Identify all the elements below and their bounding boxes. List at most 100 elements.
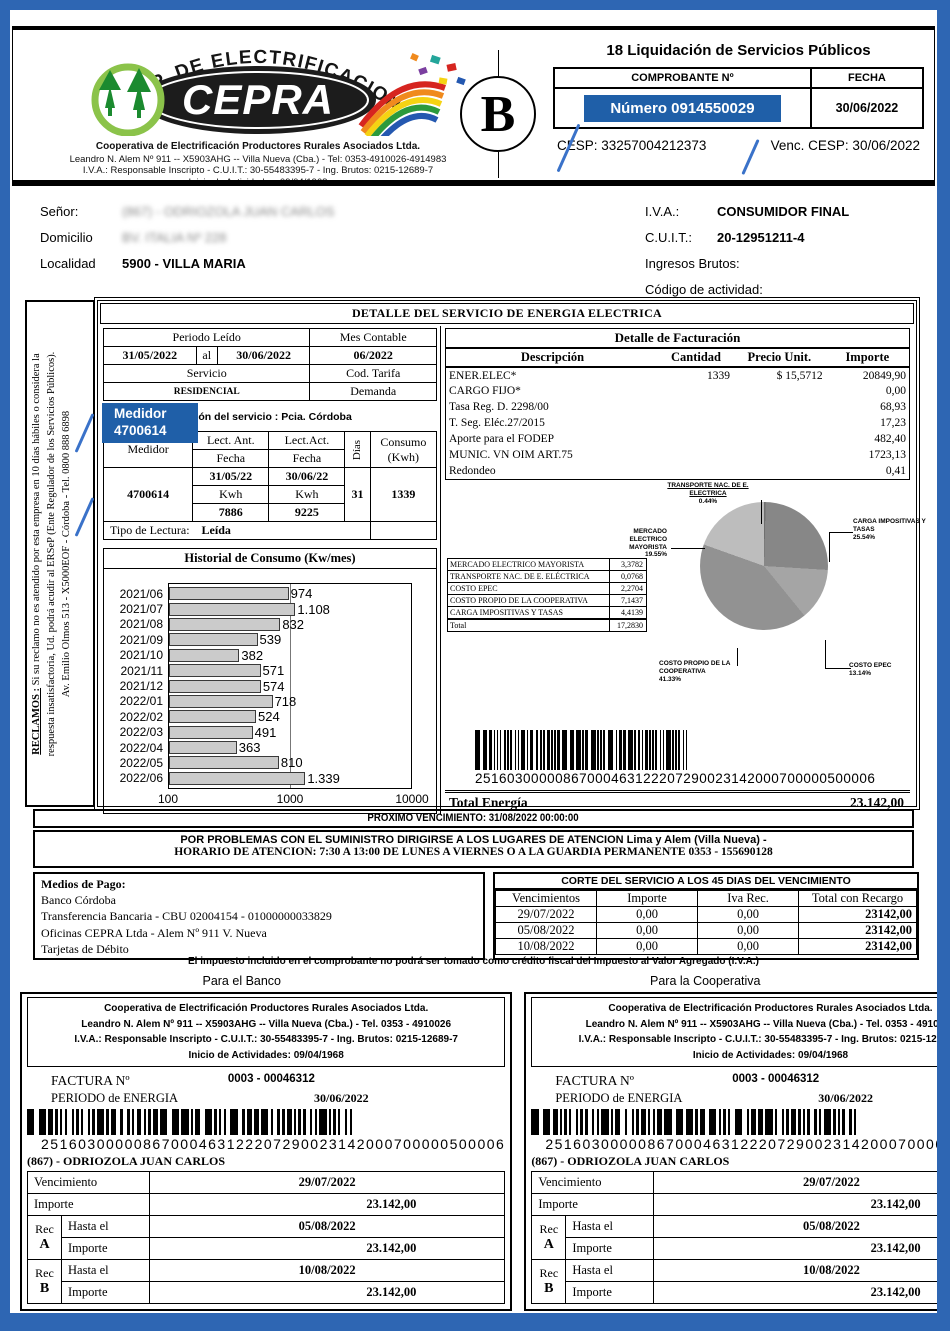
billing-row: Redondeo 0,41 (449, 465, 906, 477)
localidad-value: 5900 - VILLA MARIA (122, 256, 246, 271)
medidor-annotation-badge[interactable]: Medidor 4700614 (102, 403, 198, 443)
fecha-act-label: Fecha (268, 449, 346, 468)
lect-ant-label: Lect. Ant. (192, 431, 270, 450)
medidor-value: 4700614 (102, 467, 194, 522)
pie-callout: COSTO PROPIO DE LA COOPERATIVA 41.33% (659, 660, 731, 683)
reclamos-strip: RECLAMOS : Si su reclamo no es atendido … (25, 300, 95, 807)
periodo-energia-value: 30/06/2022 (818, 1091, 873, 1105)
invoice-letter-b: B (460, 50, 536, 178)
chart-frame: 2021/06 974 2021/07 1.108 2021/08 832 2021/09 5… (103, 568, 437, 815)
medios-item: Tarjetas de Débito (41, 941, 129, 956)
corte-row: 05/08/2022 0,00 0,00 23142,00 (494, 922, 917, 939)
kwh-ant-label: Kwh (192, 485, 270, 504)
para-el-banco-label: Para el Banco (202, 974, 282, 988)
corte-box: CORTE DEL SERVICIO A LOS 45 DIAS DEL VEN… (493, 872, 919, 960)
senor-value-redacted: (867) - ODRIOZOLA JUAN CARLOS (122, 204, 335, 219)
service-detail-title: DETALLE DEL SERVICIO DE ENERGIA ELECTRIC… (100, 303, 914, 324)
main-barcode: 2516030000086700046312220729002314200070… (475, 730, 875, 786)
domicilio-value-redacted: BV. ITALIA Nº 228 (122, 230, 227, 245)
barcode-bars (27, 1109, 505, 1135)
demanda-label: Demanda (309, 382, 437, 401)
atencion-line1: POR PROBLEMAS CON EL SUMINISTRO DIRIGIRS… (180, 834, 767, 846)
main-section: RECLAMOS : Si su reclamo no es atendido … (25, 300, 926, 815)
chart-bar-row: 2021/07 1.108 (119, 601, 330, 617)
periodo-from: 31/05/2022 (103, 346, 197, 365)
stub-barcode: 2516030000086700046312220729002314200070… (531, 1109, 945, 1152)
stub-header: Cooperativa de Electrificación Productor… (27, 997, 506, 1067)
stub-payment-table: Vencimiento 29/07/2022 Importe 23.142,00… (27, 1171, 506, 1304)
consumption-plot: 2021/06 974 2021/07 1.108 2021/08 832 2021/09 5… (119, 583, 412, 790)
stub-customer-name: (867) - ODRIOZOLA JUAN CARLOS (27, 1154, 226, 1168)
numero-annotation-badge[interactable]: Número 0914550029 (584, 94, 781, 122)
payment-row: Medios de Pago: Banco Córdoba Transferen… (33, 872, 919, 960)
medios-item: Banco Córdoba (41, 893, 116, 908)
lect-act-value: 9225 (268, 503, 346, 522)
chart-bar-row: 2022/06 1.339 (119, 770, 340, 786)
org-name: Cooperativa de Electrificación Productor… (95, 141, 421, 152)
billing-row: ENER.ELEC* 1339 $ 15,5712 20849,90 (449, 369, 906, 382)
atencion-line2: HORARIO DE ATENCION: 7:30 A 13:00 DE LUN… (174, 846, 773, 858)
total-label: Total Energía (449, 795, 528, 811)
fecha-act-value: 30/06/22 (268, 467, 346, 486)
proximo-vencimiento-band: PROXIMO VENCIMIENTO: 31/08/2022 00:00:00 (33, 809, 914, 828)
total-value: 23.142,00 (850, 795, 904, 811)
iva-value: CONSUMIDOR FINAL (717, 204, 850, 219)
stub-cooperativa: Cooperativa de Electrificación Productor… (524, 992, 945, 1311)
periodo-al: al (195, 346, 218, 365)
fecha-ant-label: Fecha (192, 449, 270, 468)
comprobante-label: COMPROBANTE Nº (555, 69, 810, 89)
chart-bar-row: 2021/10 382 (119, 647, 264, 663)
col-precio: Precio Unit. (733, 349, 826, 368)
lect-ant-value: 7886 (192, 503, 270, 522)
mes-contable-value: 06/2022 (309, 346, 437, 365)
localidad-label: Localidad (40, 256, 96, 271)
atencion-band: POR PROBLEMAS CON EL SUMINISTRO DIRIGIRS… (33, 830, 914, 868)
header-right: 18 Liquidación de Servicios Públicos COM… (553, 42, 924, 175)
rainbow-icon (358, 81, 447, 142)
medios-item: Transferencia Bancaria - CBU 02004154 - … (41, 909, 332, 924)
payment-stubs: Cooperativa de Electrificación Productor… (20, 992, 937, 1311)
reclamos-text: RECLAMOS : Si su reclamo no es atendido … (31, 351, 73, 756)
cost-legend-table: MERCADO ELECTRICO MAYORISTA 3,3782 TRANSP… (447, 558, 647, 632)
callout-line (761, 500, 762, 524)
ubicacion-text: Ubicación del servicio : Pcia. Córdoba (161, 411, 352, 423)
stub-banco: Cooperativa de Electrificación Productor… (20, 992, 513, 1311)
cepra-logo: COOP. DE ELECTRIFICACION CEPRA (91, 47, 466, 142)
ingresos-label: Ingresos Brutos: (645, 256, 740, 271)
col-descripcion: Descripción (446, 349, 659, 368)
callout-line (671, 548, 705, 549)
stub-barcode-number: 2516030000086700046312220729002314200070… (545, 1136, 945, 1152)
ubicacion-row: Medidor 4700614 Ubicación del servicio :… (102, 403, 437, 443)
senor-label: Señor: (40, 204, 79, 219)
billing-column: Detalle de Facturación Descripción Canti… (440, 326, 926, 815)
billing-row: MUNIC. VN OIM ART.75 1723,13 (449, 449, 906, 461)
tax-fineprint: El impuesto incluido en el comprobante n… (187, 956, 760, 967)
billing-row: Aporte para el FODEP 482,40 (449, 433, 906, 445)
factura-value: 0003 - 00046312 (227, 1073, 315, 1085)
pie-callout: TRANSPORTE NAC. DE E. ELECTRICA 0.44% (667, 482, 749, 505)
venc-cesp-value: Venc. CESP: 30/06/2022 (770, 138, 920, 153)
periodo-leido-label: Periodo Leído (102, 328, 311, 347)
callout-line (737, 648, 738, 666)
factura-label: FACTURA Nº (51, 1073, 130, 1088)
mes-contable-label: Mes Contable (309, 328, 437, 347)
periodo-energia-value: 30/06/2022 (313, 1091, 369, 1105)
codigo-actividad-label: Código de actividad: (645, 282, 763, 297)
corte-table: Vencimientos Importe Iva Rec. Total con … (494, 890, 917, 955)
cesp-value: CESP: 33257004212373 (557, 138, 707, 153)
billing-row: CARGO FIJO* 0,00 (449, 385, 906, 397)
corte-row: 10/08/2022 0,00 0,00 23142,00 (494, 938, 917, 955)
dias-value: 31 (344, 467, 371, 522)
fecha-value: 30/06/2022 (835, 101, 899, 115)
period-table: Periodo Leído Mes Contable 31/05/2022 al… (102, 328, 437, 401)
col-importe: Importe (825, 349, 909, 368)
medios-item: Oficinas CEPRA Ltda - Alem Nº 911 V. Nue… (41, 925, 267, 940)
para-la-cooperativa-label: Para la Cooperativa (650, 974, 761, 988)
corte-title: CORTE DEL SERVICIO A LOS 45 DIAS DEL VEN… (495, 874, 917, 890)
barcode-bars (531, 1109, 937, 1135)
trees-icon (91, 63, 165, 137)
callout-line (825, 640, 826, 668)
corte-row: 29/07/2022 0,00 0,00 23142,00 (494, 906, 917, 923)
consumo-value: 1339 (369, 467, 438, 522)
